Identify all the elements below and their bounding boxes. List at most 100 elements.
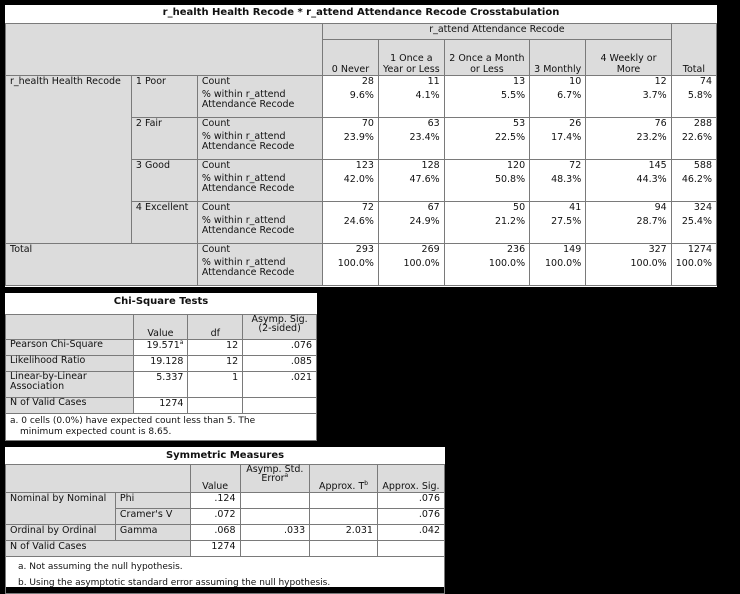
- cell-pct: 9.6%: [349, 90, 374, 101]
- cell-count: 324: [693, 202, 712, 213]
- symm-label: Cramer's V: [114, 508, 191, 525]
- row-label: 4 Excellent: [130, 201, 198, 244]
- cell: 1274 100.0%: [670, 243, 718, 286]
- symm-t: [309, 508, 378, 525]
- cell-count: 72: [361, 202, 374, 213]
- row-label: 2 Fair: [130, 117, 198, 160]
- cell: 63 23.4%: [377, 117, 445, 160]
- symm-value: 1274: [189, 540, 241, 557]
- symm-value: .124: [189, 492, 241, 509]
- chisq-value: 1274: [132, 397, 189, 414]
- cell-count: 11: [427, 76, 440, 87]
- cell-count: 120: [507, 160, 526, 171]
- symm-label: Gamma: [114, 524, 191, 541]
- col-header-total: Total: [670, 23, 718, 76]
- cell-pct: 100.0%: [675, 258, 712, 269]
- cell-count: 74: [699, 76, 712, 87]
- chisq-panel: Chi-Square Tests Value df Asymp. Sig. (2…: [5, 293, 317, 441]
- cell-pct: 23.4%: [409, 132, 440, 143]
- cell: 70 23.9%: [322, 117, 379, 160]
- symm-sig: [376, 540, 446, 557]
- cell-count: 10: [569, 76, 582, 87]
- cell-pct: 48.3%: [551, 174, 582, 185]
- chisq-row-label: Linear-by-Linear Association: [5, 371, 134, 398]
- cell-count: 26: [569, 118, 582, 129]
- row-label: 1 Poor: [130, 75, 198, 118]
- symm-footnote-b: b. Using the asymptotic standard error a…: [18, 578, 331, 588]
- crosstab-panel: r_health Health Recode * r_attend Attend…: [4, 5, 718, 287]
- cell-count: 269: [421, 244, 440, 255]
- symm-header-value: Value: [189, 464, 241, 493]
- chisq-title: Chi-Square Tests: [113, 296, 209, 307]
- cell: 123 42.0%: [322, 159, 379, 202]
- symm-corner: [5, 464, 191, 493]
- cell-count: 94: [654, 202, 667, 213]
- count-label: Count: [201, 118, 231, 129]
- pct-label: % within r_attend Attendance Recode: [201, 257, 295, 278]
- cell-pct: 47.6%: [409, 174, 440, 185]
- chisq-value: 19.128: [132, 355, 189, 372]
- symm-t: [309, 540, 378, 557]
- cell: 120 50.8%: [443, 159, 531, 202]
- table-row: Linear-by-Linear Association 5.337 1.021: [5, 371, 317, 398]
- cell: 50 21.2%: [443, 201, 531, 244]
- count-label: Count: [201, 244, 231, 255]
- row-var-label: r_health Health Recode: [5, 75, 132, 244]
- symm-header-sig: Approx. Sig.: [376, 464, 446, 493]
- cell-pct: 100.0%: [545, 258, 582, 269]
- chisq-value: 19.571a: [132, 339, 189, 356]
- chisq-sig: .021: [242, 371, 317, 398]
- cell: 145 44.3%: [585, 159, 672, 202]
- cell: 288 22.6%: [670, 117, 718, 160]
- chisq-row-label: Pearson Chi-Square: [5, 339, 134, 356]
- count-label: Count: [201, 202, 231, 213]
- cell-pct: 6.7%: [557, 90, 582, 101]
- col-header: 0 Never: [322, 39, 379, 76]
- symm-header-ase: Asymp. Std. Errora: [239, 464, 311, 493]
- col-group-header: r_attend Attendance Recode: [322, 23, 672, 40]
- col-header: 2 Once a Month or Less: [443, 39, 531, 76]
- cell: 76 23.2%: [585, 117, 672, 160]
- cell-pct: 23.2%: [636, 132, 667, 143]
- cell: 269 100.0%: [377, 243, 445, 286]
- symm-table: Value Asymp. Std. Errora Approx. Tb Appr…: [5, 464, 446, 594]
- cell-pct: 21.2%: [494, 216, 526, 227]
- chisq-header-df: df: [187, 314, 244, 340]
- cell-count: 28: [361, 76, 374, 87]
- cell-count: 41: [569, 202, 582, 213]
- table-row: r_health Health Recode 1 Poor Count% withi…: [5, 75, 718, 244]
- symm-panel: Symmetric Measures Value Asymp. Std. Err…: [5, 447, 446, 594]
- row-label: 3 Good: [130, 159, 198, 202]
- cell-pct: 24.6%: [343, 216, 374, 227]
- pct-label: % within r_attend Attendance Recode: [201, 173, 295, 194]
- cell-count: 123: [355, 160, 374, 171]
- cell: 327 100.0%: [585, 243, 672, 286]
- cell-count: 1274: [687, 244, 712, 255]
- col-header-row: 0 Never 1 Once a Year or Less 2 Once a M…: [6, 39, 717, 76]
- cell: 236 100.0%: [443, 243, 531, 286]
- symm-header-t: Approx. Tb: [309, 464, 378, 493]
- stat-labels: Count % within r_attend Attendance Recode: [196, 75, 324, 118]
- chisq-table: Value df Asymp. Sig. (2-sided) Pearson C…: [5, 314, 317, 441]
- symm-title: Symmetric Measures: [165, 450, 285, 461]
- table-row: Nominal by Nominal Phi .124 .076: [5, 492, 446, 525]
- pct-label: % within r_attend Attendance Recode: [201, 131, 295, 152]
- cell: 324 25.4%: [670, 201, 718, 244]
- cell-pct: 5.5%: [501, 90, 526, 101]
- cell-pct: 23.9%: [343, 132, 374, 143]
- chisq-sig: .085: [242, 355, 317, 372]
- symm-group: Ordinal by Ordinal: [5, 524, 116, 541]
- crosstab-corner: [4, 23, 324, 76]
- symm-ase: [239, 540, 311, 557]
- cell-count: 13: [513, 76, 526, 87]
- symm-t: [309, 492, 378, 509]
- stat-labels: Count % within r_attend Attendance Recode: [196, 159, 324, 202]
- chisq-sig: [242, 397, 317, 414]
- cell: 53 22.5%: [443, 117, 531, 160]
- table-row: N of Valid Cases 1274: [5, 540, 446, 557]
- chisq-corner: [5, 314, 134, 340]
- col-header: 1 Once a Year or Less: [377, 39, 445, 76]
- table-row: 4 Excellent Count % within r_attend Attend…: [6, 201, 718, 244]
- cell: 72 48.3%: [529, 159, 587, 202]
- cell-pct: 4.1%: [415, 90, 440, 101]
